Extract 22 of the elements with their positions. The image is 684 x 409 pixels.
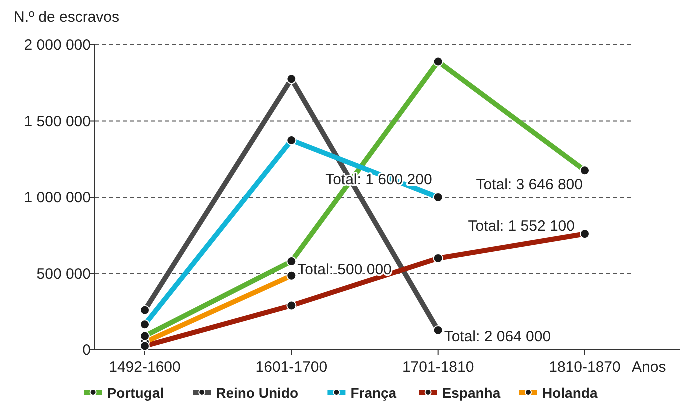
annotation: Total: 1 552 100: [468, 218, 575, 236]
y-tick-label: 500 000: [36, 266, 91, 283]
legend-label: Portugal: [107, 385, 164, 401]
y-tick-label: 0: [82, 342, 91, 359]
annotation: Total: 2 064 000: [444, 328, 552, 346]
point: [433, 325, 444, 336]
x-tick-label: 1601-1700: [256, 359, 328, 376]
y-axis-title: N.º de escravos: [14, 9, 120, 26]
legend-label: França: [350, 385, 397, 401]
x-tick-label: 1701-1810: [402, 359, 474, 376]
y-tick-label: 2 000 000: [24, 37, 91, 54]
y-tick-label: 1 000 000: [24, 190, 91, 206]
point: [286, 74, 297, 84]
legend-label: Reino Unido: [216, 385, 299, 401]
x-axis-title: Anos: [632, 359, 666, 376]
annotation: Total: 3 646 800: [476, 176, 583, 194]
x-tick-label: 1492-1600: [109, 359, 181, 376]
legend-label: Espanha: [442, 385, 501, 401]
legend-label: Holanda: [542, 385, 598, 401]
y-tick-label: 1 500 000: [24, 113, 91, 130]
x-tick-label: 1810-1870: [549, 359, 621, 376]
point: [140, 305, 150, 316]
